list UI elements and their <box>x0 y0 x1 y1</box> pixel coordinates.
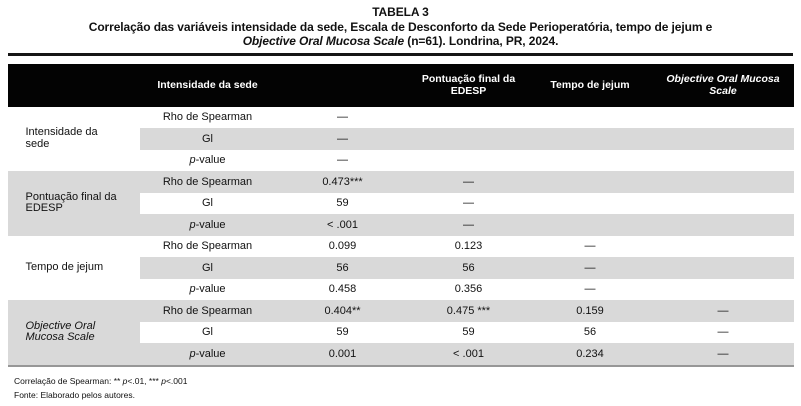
value-cell: 56 <box>409 257 528 279</box>
value-cell <box>653 107 794 129</box>
table-title-line3: Objective Oral Mucosa Scale (n=61). Lond… <box>242 34 559 48</box>
stat-label: Gl <box>139 257 276 279</box>
value-cell: 59 <box>336 197 349 210</box>
column-header-ooms: Objective Oral Mucosa Scale <box>652 63 794 107</box>
value-cell: 0.159 <box>527 300 653 322</box>
footnote-source: Fonte: Elaborado pelos autores. <box>14 389 135 400</box>
value-cell: — <box>337 111 348 124</box>
value-cell: — <box>463 197 474 210</box>
stat-label: Rho de Spearman <box>139 171 276 193</box>
value-cell: — <box>652 343 794 366</box>
row-group-label-ooms: Objective Oral Mucosa Scale <box>7 300 140 366</box>
value-cell <box>410 150 528 172</box>
value-cell <box>652 214 794 236</box>
row-group-label-jejum: Tempo de jejum <box>7 235 140 300</box>
value-cell: — <box>527 257 653 279</box>
table-footnotes: Correlação de Spearman: ** p<.01, *** p<… <box>14 374 801 402</box>
stat-label: Gl <box>139 128 276 150</box>
value-cell: — <box>717 326 729 339</box>
table-row: Objective Oral Mucosa Scale Rho de Spear… <box>7 300 794 366</box>
value-cell: 56 <box>583 326 597 339</box>
header-row: Intensidade da sede Pontuação final da E… <box>7 63 794 107</box>
value-cell <box>653 279 794 301</box>
value-cell: — <box>652 300 794 322</box>
stat-label: p-value <box>139 214 276 236</box>
value-cell: — <box>275 128 410 150</box>
value-cell: 0.123 <box>454 240 483 253</box>
title-italic-scale-name: Objective Oral Mucosa Scale <box>242 34 405 48</box>
value-cell: 0.458 <box>328 283 357 296</box>
table-row: p-value < .001 — <box>8 214 794 236</box>
stat-label: Rho de Spearman <box>162 111 253 124</box>
value-cell: — <box>337 154 348 167</box>
table-title-line2: Correlação das variáveis intensidade da … <box>88 19 713 34</box>
table-row: Gl 59 59 56 — <box>8 322 794 344</box>
stat-label: p-value <box>189 283 226 296</box>
value-cell: 0.099 <box>328 240 357 253</box>
value-cell: — <box>584 240 596 253</box>
value-cell: 0.001 <box>275 343 410 366</box>
column-header-jejum: Tempo de jejum <box>527 63 653 107</box>
value-cell <box>410 107 528 129</box>
value-cell: — <box>584 283 596 296</box>
correlation-table: Intensidade da sede Pontuação final da E… <box>7 63 794 367</box>
value-cell <box>528 150 653 172</box>
value-cell: — <box>409 171 528 193</box>
row-group-label-intensidade: Intensidade da sede <box>7 106 140 171</box>
value-cell <box>527 171 653 193</box>
table-row: Gl — <box>8 128 794 150</box>
value-cell <box>653 193 794 215</box>
value-cell: 0.404** <box>275 300 410 322</box>
column-header-edesp: Pontuação final da EDESP <box>409 63 528 107</box>
stat-label: Gl <box>202 197 213 210</box>
value-cell <box>527 128 653 150</box>
value-cell: — <box>409 214 528 236</box>
column-header-empty-2 <box>275 63 410 107</box>
stat-label: Gl <box>202 326 213 339</box>
value-cell: 0.473*** <box>275 171 410 193</box>
title-divider-rule <box>8 52 793 56</box>
value-cell <box>528 107 653 129</box>
value-cell <box>653 236 794 258</box>
value-cell <box>652 171 794 193</box>
footnote-significance: Correlação de Spearman: ** p<.01, *** p<… <box>14 375 188 386</box>
table-title: TABELA 3 Correlação das variáveis intens… <box>0 0 801 49</box>
stat-label: Rho de Spearman <box>139 300 276 322</box>
table-row: Gl 56 56 — <box>8 257 794 279</box>
table-row: p-value 0.458 0.356 — <box>8 279 794 301</box>
row-group-label-edesp: Pontuação final da EDESP <box>7 171 140 236</box>
column-header-empty <box>7 63 140 107</box>
stat-label: Rho de Spearman <box>162 240 253 253</box>
value-cell <box>409 128 528 150</box>
value-cell: 59 <box>462 326 475 339</box>
stat-label: p-value <box>139 343 276 366</box>
value-cell <box>527 214 653 236</box>
table-row: Intensidade da sede Rho de Spearman — <box>7 106 794 171</box>
value-cell: < .001 <box>409 343 528 366</box>
value-cell <box>652 257 794 279</box>
value-cell <box>653 150 794 172</box>
value-cell: 0.475 *** <box>409 300 528 322</box>
value-cell: < .001 <box>275 214 410 236</box>
value-cell: 56 <box>275 257 410 279</box>
value-cell: 59 <box>336 326 349 339</box>
table-row: Tempo de jejum Rho de Spearman 0.099 0.1… <box>7 235 794 300</box>
table-row: p-value — <box>8 150 794 172</box>
value-cell <box>652 128 794 150</box>
table-number: TABELA 3 <box>372 5 429 19</box>
value-cell: 0.356 <box>454 283 483 296</box>
table-row: p-value 0.001 < .001 0.234 — <box>8 343 794 366</box>
stat-label: p-value <box>189 154 226 167</box>
column-header-intensidade: Intensidade da sede <box>139 63 276 107</box>
value-cell: 0.234 <box>527 343 653 366</box>
table-row: Pontuação final da EDESP Rho de Spearman… <box>7 171 794 236</box>
value-cell <box>528 193 653 215</box>
table-row: Gl 59 — <box>8 193 794 215</box>
